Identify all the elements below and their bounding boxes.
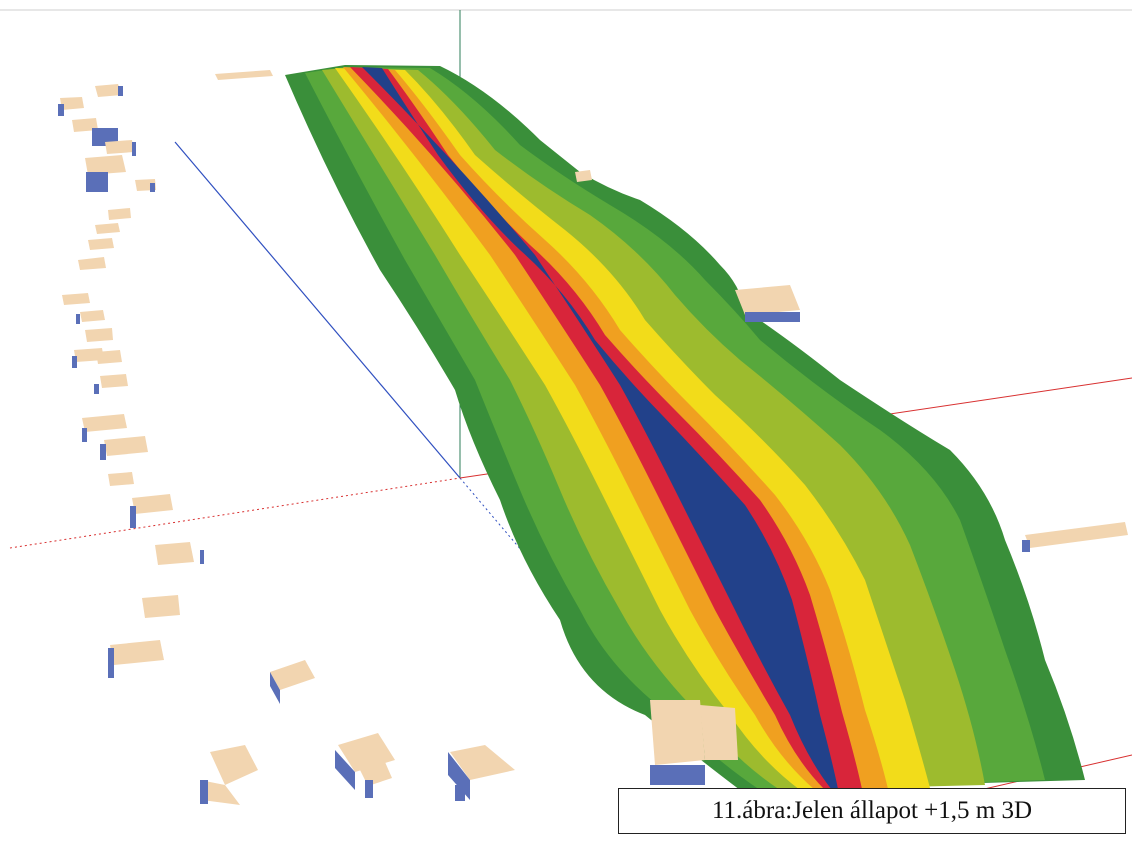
figure-caption: 11.ábra:Jelen állapot +1,5 m 3D xyxy=(618,788,1126,834)
building xyxy=(448,745,515,801)
building xyxy=(142,595,180,618)
axis-red-dotted xyxy=(9,477,461,549)
building xyxy=(155,542,204,565)
building xyxy=(95,84,123,97)
building xyxy=(270,660,315,704)
building xyxy=(108,208,131,220)
building xyxy=(62,293,90,305)
building xyxy=(108,640,164,678)
building xyxy=(108,472,134,486)
buildings-left-row xyxy=(58,70,273,678)
building xyxy=(58,97,84,116)
building xyxy=(88,238,114,250)
building xyxy=(94,374,128,394)
building xyxy=(335,733,395,798)
building xyxy=(105,140,136,156)
building xyxy=(100,436,148,460)
building xyxy=(650,700,738,785)
noise-contour-map xyxy=(285,65,1085,790)
contour-band-red xyxy=(350,67,862,790)
building xyxy=(72,118,118,146)
building xyxy=(85,155,126,192)
figure-caption-text: 11.ábra:Jelen állapot +1,5 m 3D xyxy=(711,797,1033,824)
building xyxy=(82,414,127,442)
building xyxy=(95,223,120,234)
buildings-front xyxy=(200,170,1128,805)
building xyxy=(96,350,122,364)
building xyxy=(1022,522,1128,552)
building xyxy=(72,348,104,368)
building xyxy=(78,257,106,270)
building xyxy=(200,745,258,805)
building xyxy=(135,179,156,192)
building xyxy=(76,310,105,324)
building xyxy=(130,494,173,528)
building xyxy=(575,170,592,182)
axis-blue xyxy=(174,141,461,479)
building xyxy=(215,70,273,80)
building xyxy=(85,328,113,342)
building xyxy=(735,285,800,322)
